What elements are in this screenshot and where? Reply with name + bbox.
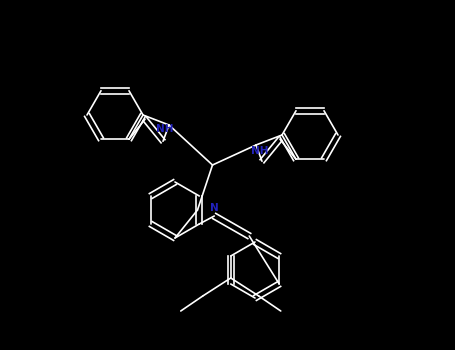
Text: NH: NH [251, 146, 269, 156]
Text: NH: NH [156, 124, 174, 134]
Text: N: N [210, 203, 218, 213]
